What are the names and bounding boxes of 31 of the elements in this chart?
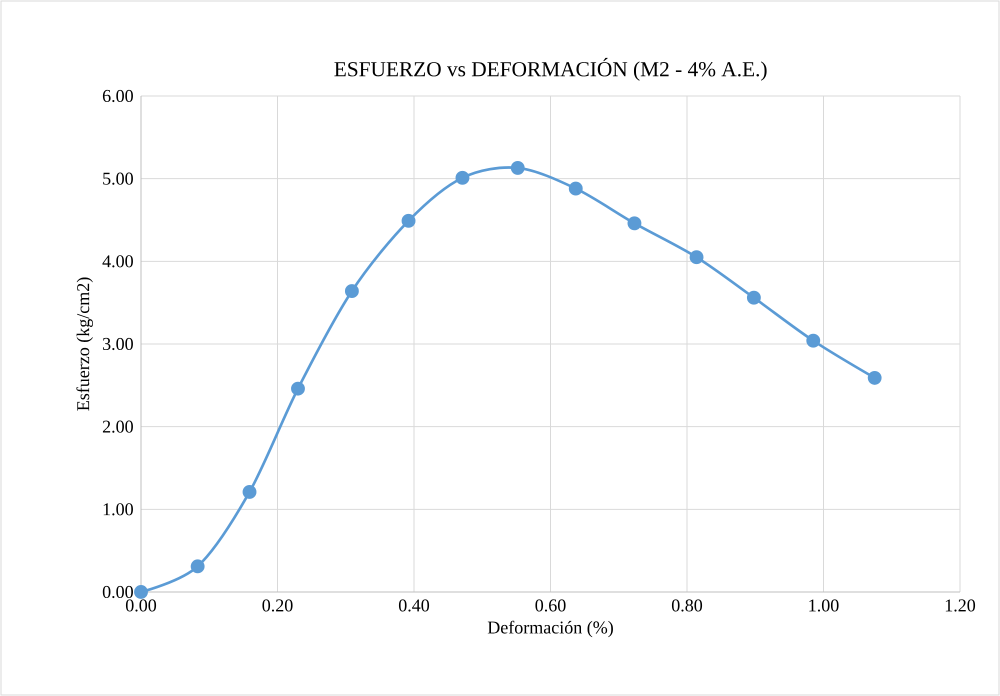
point	[510, 160, 525, 175]
point	[690, 250, 704, 264]
point	[568, 182, 583, 196]
y-axis-title: Esfuerzo (kg/cm2)	[76, 278, 93, 411]
y-tick-label: 6.00	[102, 90, 133, 102]
point	[291, 382, 305, 396]
point	[242, 485, 256, 499]
chart-title: ESFUERZO vs DEFORMACIÓN (M2 - 4% A.E.)	[334, 58, 767, 81]
y-tick-label: 5.00	[103, 172, 133, 185]
x-tick-label: 0.00	[126, 599, 156, 612]
x-tick-label: 0.60	[535, 599, 566, 612]
x-tick-label: 0.20	[262, 599, 293, 612]
point	[868, 370, 882, 385]
y-tick-label: 2.00	[102, 420, 133, 433]
x-tick-label: 1.00	[809, 599, 839, 612]
x-tick-label: 0.40	[398, 599, 430, 612]
point	[344, 284, 359, 298]
x-axis-title: Deformación (%)	[488, 620, 613, 638]
point	[806, 334, 820, 348]
point	[134, 585, 148, 599]
y-tick-label: 0.00	[102, 586, 133, 598]
x-tick-label: 1.20	[946, 599, 976, 612]
point	[190, 559, 205, 574]
x-tick-label: 0.80	[672, 599, 702, 612]
y-tick-label: 1.00	[104, 503, 133, 516]
point	[402, 214, 416, 228]
point	[628, 216, 642, 230]
point	[456, 170, 470, 185]
point	[746, 290, 761, 305]
y-tick-label: 3.00	[102, 338, 133, 350]
y-tick-label: 4.00	[102, 255, 133, 268]
